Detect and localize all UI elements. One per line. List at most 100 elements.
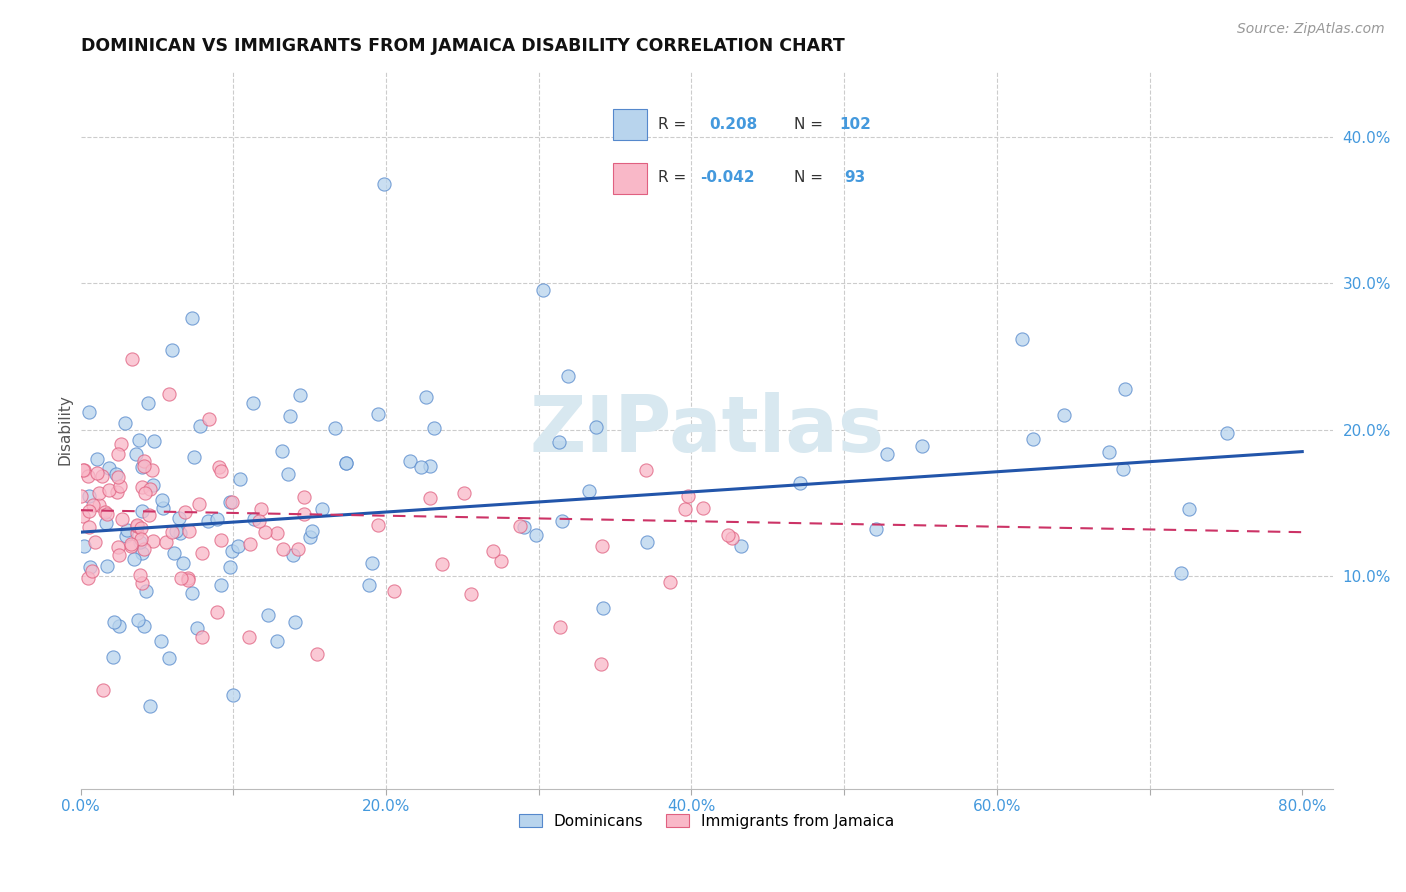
Point xyxy=(93,505,115,519)
Point xyxy=(221,495,243,509)
Point xyxy=(125,526,148,541)
Point xyxy=(177,524,200,539)
Point xyxy=(283,548,305,562)
Point xyxy=(548,434,571,449)
Point xyxy=(128,568,150,582)
Point xyxy=(730,539,752,553)
Point xyxy=(411,459,433,474)
Point xyxy=(1098,445,1121,459)
Point xyxy=(676,489,699,503)
Point xyxy=(1022,432,1045,446)
Point xyxy=(398,454,420,468)
Point xyxy=(253,525,276,540)
Point xyxy=(634,463,657,477)
Point xyxy=(131,575,153,590)
Point xyxy=(1216,425,1239,440)
Point xyxy=(120,540,142,554)
Point xyxy=(138,508,160,522)
Point xyxy=(84,534,107,549)
Point xyxy=(509,518,531,533)
Point xyxy=(228,539,250,553)
Point xyxy=(160,524,183,539)
Point xyxy=(77,571,100,585)
Point xyxy=(219,559,242,574)
Point xyxy=(242,512,264,526)
Point xyxy=(139,698,162,713)
Point xyxy=(238,630,260,644)
Point xyxy=(77,468,100,483)
Point xyxy=(98,483,121,497)
Point xyxy=(197,514,219,528)
Point xyxy=(658,575,681,590)
Point xyxy=(72,463,94,477)
Point xyxy=(129,521,152,535)
Point xyxy=(77,520,100,534)
Point xyxy=(533,284,555,298)
Point xyxy=(188,497,211,511)
Point xyxy=(415,390,437,404)
Point xyxy=(70,490,93,504)
Point xyxy=(157,650,180,665)
Point xyxy=(97,460,120,475)
Point xyxy=(430,557,453,571)
Point xyxy=(205,512,228,526)
Point xyxy=(121,352,143,367)
Point xyxy=(188,419,211,434)
Point xyxy=(305,647,328,661)
Point xyxy=(271,542,294,557)
Point xyxy=(382,583,405,598)
Point xyxy=(311,502,333,516)
Point xyxy=(107,447,129,461)
Point xyxy=(876,447,898,461)
Point xyxy=(367,518,389,533)
Point xyxy=(288,388,311,402)
Point xyxy=(150,633,173,648)
Point xyxy=(129,534,152,549)
Point xyxy=(229,472,252,486)
Point xyxy=(636,535,658,549)
Point xyxy=(132,454,155,468)
Point xyxy=(359,578,381,592)
Point xyxy=(367,407,389,421)
Point xyxy=(108,479,131,493)
Point xyxy=(1053,408,1076,422)
Point xyxy=(135,584,157,599)
Point xyxy=(284,615,307,630)
Point xyxy=(1112,461,1135,475)
Point xyxy=(77,504,100,518)
Point xyxy=(578,484,600,499)
Point xyxy=(298,530,321,544)
Y-axis label: Disability: Disability xyxy=(58,394,72,465)
Point xyxy=(186,621,208,635)
Point xyxy=(460,587,482,601)
Point xyxy=(419,491,441,506)
Point xyxy=(170,571,193,585)
Point xyxy=(107,540,129,554)
Point xyxy=(107,470,129,484)
Point xyxy=(82,565,104,579)
Point xyxy=(131,459,153,474)
Point xyxy=(789,476,811,491)
Point xyxy=(94,516,117,531)
Point xyxy=(548,620,571,634)
Point xyxy=(129,532,152,546)
Point xyxy=(142,534,165,549)
Point xyxy=(128,433,150,447)
Point xyxy=(239,537,262,551)
Point xyxy=(205,605,228,619)
Point xyxy=(172,556,194,570)
Point xyxy=(163,546,186,560)
Point xyxy=(280,409,302,424)
Point xyxy=(482,544,505,558)
Point xyxy=(73,462,96,476)
Point xyxy=(910,439,932,453)
Point xyxy=(157,387,180,401)
Point xyxy=(266,526,288,541)
Point xyxy=(247,514,270,528)
Point xyxy=(423,421,446,435)
Point xyxy=(155,535,177,549)
Point xyxy=(96,507,118,521)
Point xyxy=(169,526,191,541)
Point xyxy=(592,601,614,615)
Point xyxy=(167,511,190,525)
